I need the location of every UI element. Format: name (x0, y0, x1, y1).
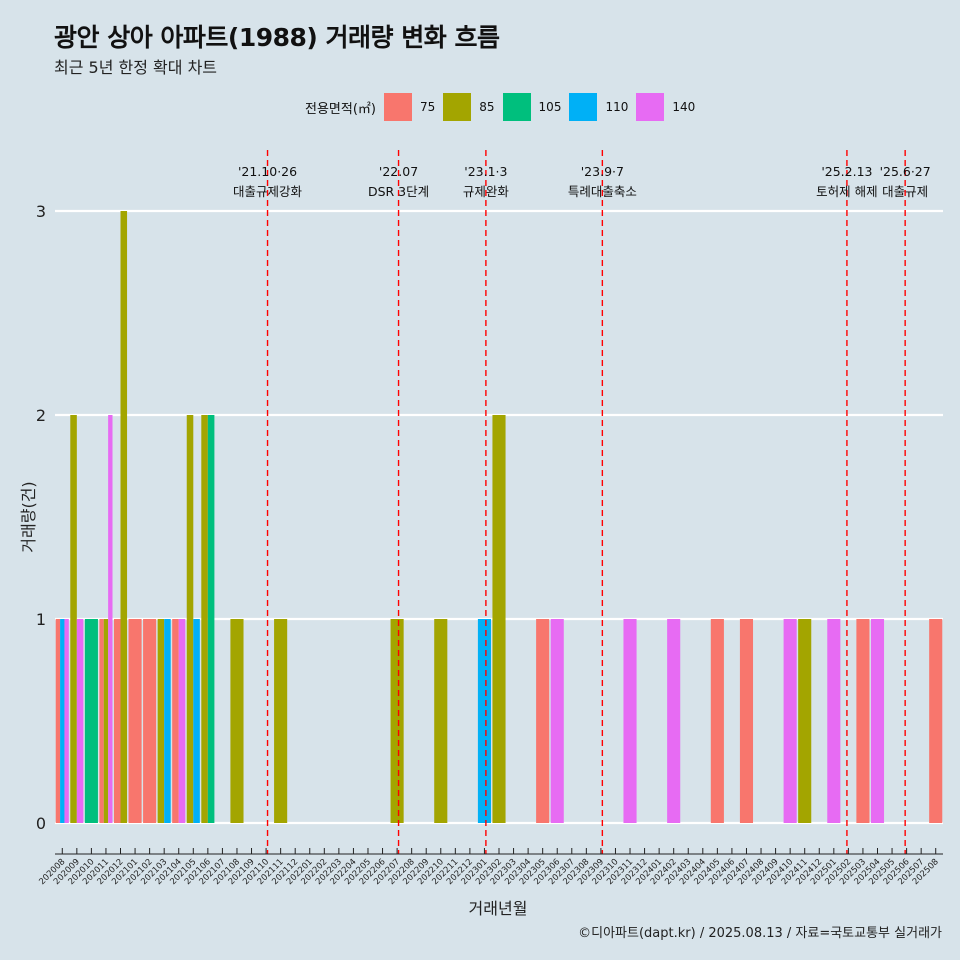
y-tick-label: 0 (36, 814, 46, 833)
event-date: '25.2.13 (821, 164, 872, 179)
bars (55, 211, 943, 823)
bar-140-202504 (870, 619, 885, 823)
legend-item-140: 140 (636, 93, 695, 121)
bar-140-202008 (64, 619, 69, 823)
bar-75-202008 (55, 619, 61, 823)
bar-140-202009 (76, 619, 84, 823)
x-axis-title: 거래년월 (469, 899, 528, 918)
event-label: DSR 3단계 (368, 184, 429, 199)
event-date: '21.10·26 (238, 164, 297, 179)
bar-140-202402 (667, 619, 681, 823)
bar-140-202104 (178, 619, 186, 823)
chart-subtitle: 최근 5년 한정 확대 차트 (54, 58, 218, 77)
legend-item-85: 85 (443, 93, 495, 121)
event-label: 토허제 해제 (816, 184, 877, 199)
legend-title: 전용면적(㎡) (305, 101, 376, 117)
event-label: 특례대출축소 (568, 184, 637, 199)
bar-105-202106 (207, 415, 215, 823)
bar-105-202010 (84, 619, 98, 823)
event-label: 규제완화 (463, 184, 510, 199)
bar-75-202102 (143, 619, 157, 823)
bar-75-202407 (739, 619, 754, 823)
bar-75-202508 (929, 619, 943, 823)
legend-label-85: 85 (479, 100, 495, 114)
bar-110-202103 (164, 619, 171, 823)
bar-110-202008 (60, 619, 65, 823)
event-label: 대출규제강화 (233, 184, 303, 199)
bar-85-202011 (103, 619, 109, 823)
legend: 전용면적(㎡) 75 85 105 110 140 (305, 93, 703, 121)
bar-75-202405 (710, 619, 724, 823)
bar-85-202108 (230, 619, 244, 823)
bar-140-202011 (108, 415, 113, 823)
legend-swatch-85 (443, 93, 472, 121)
bar-110-202105 (193, 619, 200, 823)
legend-label-105: 105 (538, 100, 562, 114)
bar-75-202503 (856, 619, 870, 823)
legend-swatch-110 (569, 93, 598, 121)
bar-75-202104 (172, 619, 179, 823)
bar-85-202210 (434, 619, 448, 823)
legend-item-75: 75 (383, 93, 436, 121)
bar-140-202501 (827, 619, 841, 823)
event-date: '22.07 (379, 164, 418, 179)
event-markers: '21.10·26 대출규제강화 '22.07 DSR 3단계 '23.1·3 규제완화 '… (233, 150, 931, 854)
y-tick-label: 2 (36, 406, 46, 425)
legend-swatch-75 (383, 93, 412, 121)
event-date: '23.9·7 (581, 164, 624, 179)
bar-75-202011 (99, 619, 104, 823)
bar-85-202111 (274, 619, 288, 823)
legend-item-105: 105 (502, 93, 562, 121)
event-label: 대출규제 (882, 184, 928, 199)
chart-title: 광안 상아 아파트(1988) 거래량 변화 흐름 (54, 23, 500, 52)
axes: 0123202008202009202010202011202012202101… (36, 202, 943, 887)
event-date: '23.1·3 (464, 164, 507, 179)
bar-140-202306 (550, 619, 564, 823)
bar-85-202411 (798, 619, 812, 823)
bar-85-202009 (70, 415, 77, 823)
legend-item-110: 110 (569, 93, 628, 121)
bar-85-202207 (390, 619, 404, 823)
bar-85-202302 (492, 415, 506, 823)
caption: ©디아파트(dapt.kr) / 2025.08.13 / 자료=국토교통부 실… (578, 926, 942, 941)
bar-140-202311 (623, 619, 637, 823)
bar-85-202106 (201, 415, 208, 823)
bar-85-202105 (186, 415, 194, 823)
bar-85-202012 (120, 211, 128, 823)
y-axis-title: 거래량(건) (19, 481, 38, 552)
bar-140-202410 (783, 619, 797, 823)
event-date: '25.6·27 (880, 164, 931, 179)
bar-75-202101 (128, 619, 142, 823)
bar-75-202305 (536, 619, 550, 823)
legend-swatch-140 (636, 93, 665, 121)
y-tick-label: 1 (36, 610, 46, 629)
bar-110-202301 (477, 619, 491, 823)
legend-label-140: 140 (672, 100, 696, 114)
bar-85-202103 (157, 619, 165, 823)
y-tick-label: 3 (36, 202, 46, 221)
legend-label-75: 75 (419, 100, 436, 114)
bar-75-202012 (113, 619, 121, 823)
legend-swatch-105 (502, 93, 531, 121)
legend-label-110: 110 (605, 100, 629, 114)
